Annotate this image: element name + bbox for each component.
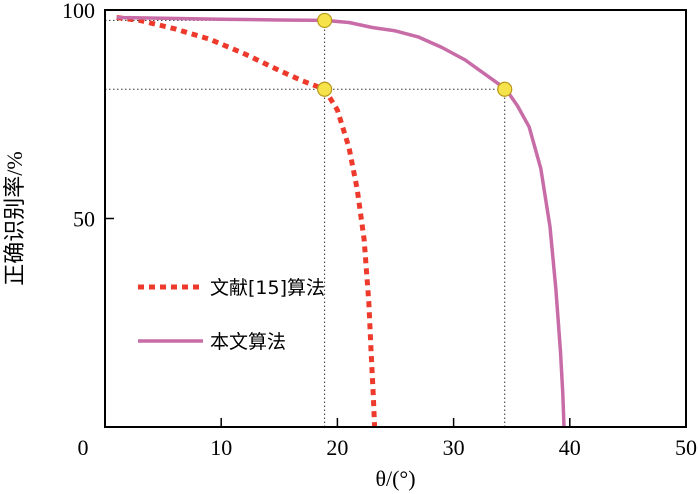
x-tick-label: 0 xyxy=(78,435,89,460)
legend-label-ref15: 文献[15]算法 xyxy=(210,277,325,299)
markers xyxy=(317,12,513,97)
axis-ticks: 0 10 20 30 40 50 50 100 xyxy=(62,0,697,460)
x-tick-label: 50 xyxy=(675,435,697,460)
x-tick-label: 30 xyxy=(443,435,465,460)
series-lines xyxy=(116,15,566,428)
series-line-0 xyxy=(116,15,378,428)
legend-label-ours: 本文算法 xyxy=(210,331,286,353)
x-tick-label: 40 xyxy=(559,435,581,460)
y-tick-label: 50 xyxy=(73,207,95,232)
x-tick-label: 20 xyxy=(326,435,348,460)
plot-frame xyxy=(104,9,687,428)
marker-point-1 xyxy=(317,81,333,97)
x-tick-label: 10 xyxy=(210,435,232,460)
y-axis-title: 正确识别率/% xyxy=(2,151,27,285)
x-axis-title: θ/(°) xyxy=(375,466,415,491)
marker-point-0 xyxy=(317,12,333,29)
series-line-1 xyxy=(116,15,566,428)
y-tick-label: 100 xyxy=(62,0,95,23)
marker-point-2 xyxy=(497,81,513,97)
legend: 文献[15]算法 本文算法 xyxy=(138,277,325,353)
